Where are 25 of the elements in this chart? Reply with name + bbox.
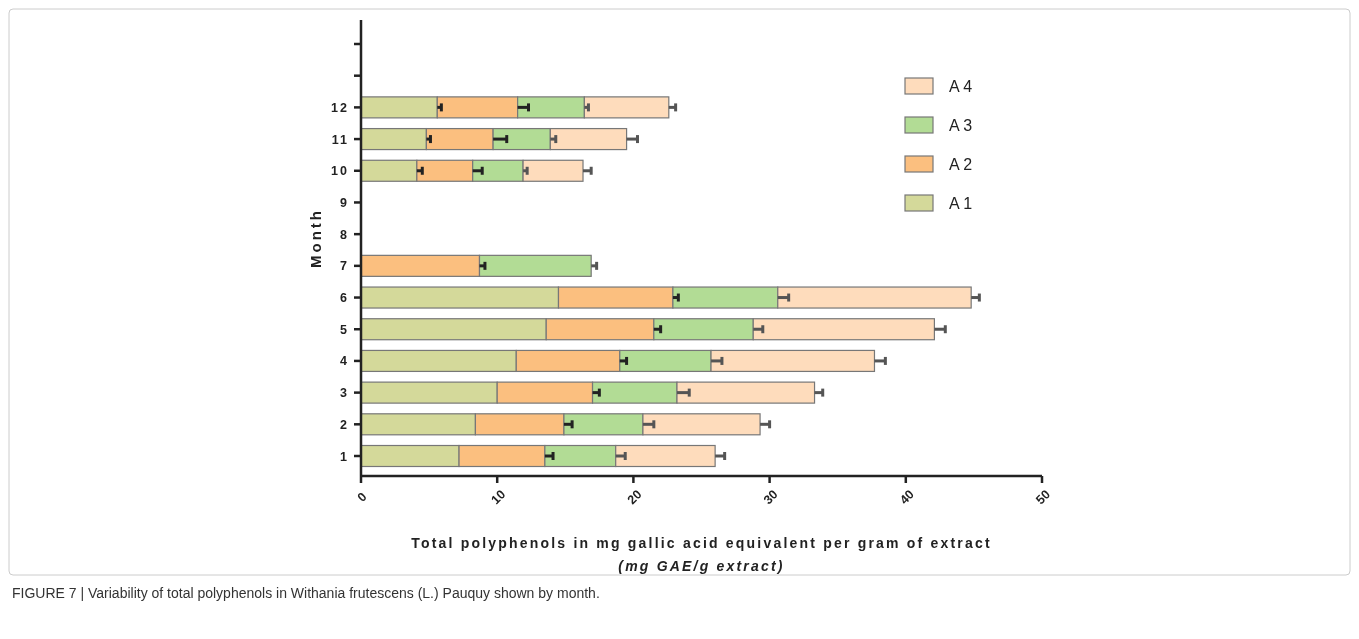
y-tick-label: 9 (340, 195, 349, 210)
y-tick-label: 4 (340, 354, 349, 369)
legend-label: A 2 (949, 156, 973, 173)
y-tick-label: 3 (340, 386, 349, 401)
y-tick-label: 6 (340, 291, 349, 306)
caption: FIGURE 7 | Variability of total polyphenols in Withania frutescens (L.) Pauquy shown by month. (12, 585, 600, 601)
legend-label: A 4 (949, 78, 973, 95)
x-tick-label: 10 (488, 487, 509, 508)
y-tick-label: 12 (331, 100, 349, 115)
x-axis-title: Total polyphenols in mg gallic acid equivalent per gram of extract (mg GAE/g extract) (411, 535, 992, 574)
y-tick-label: 10 (331, 164, 349, 179)
y-tick-label: 7 (340, 259, 349, 274)
x-tick-label: 20 (624, 487, 645, 508)
y-tick-label: 1 (340, 449, 349, 464)
x-tick-label: 0 (354, 489, 370, 505)
x-tick-label: 50 (1033, 487, 1054, 508)
x-tick-label: 40 (897, 487, 917, 508)
x-tick-label: 30 (760, 487, 781, 508)
y-tick-label: 2 (340, 417, 349, 432)
legend-label: A 3 (949, 117, 973, 134)
y-tick-label: 5 (340, 322, 349, 337)
legend-label: A 1 (949, 195, 973, 212)
y-axis-title: Month (307, 208, 324, 268)
y-tick-label: 11 (331, 132, 349, 147)
y-tick-label: 8 (340, 227, 349, 242)
